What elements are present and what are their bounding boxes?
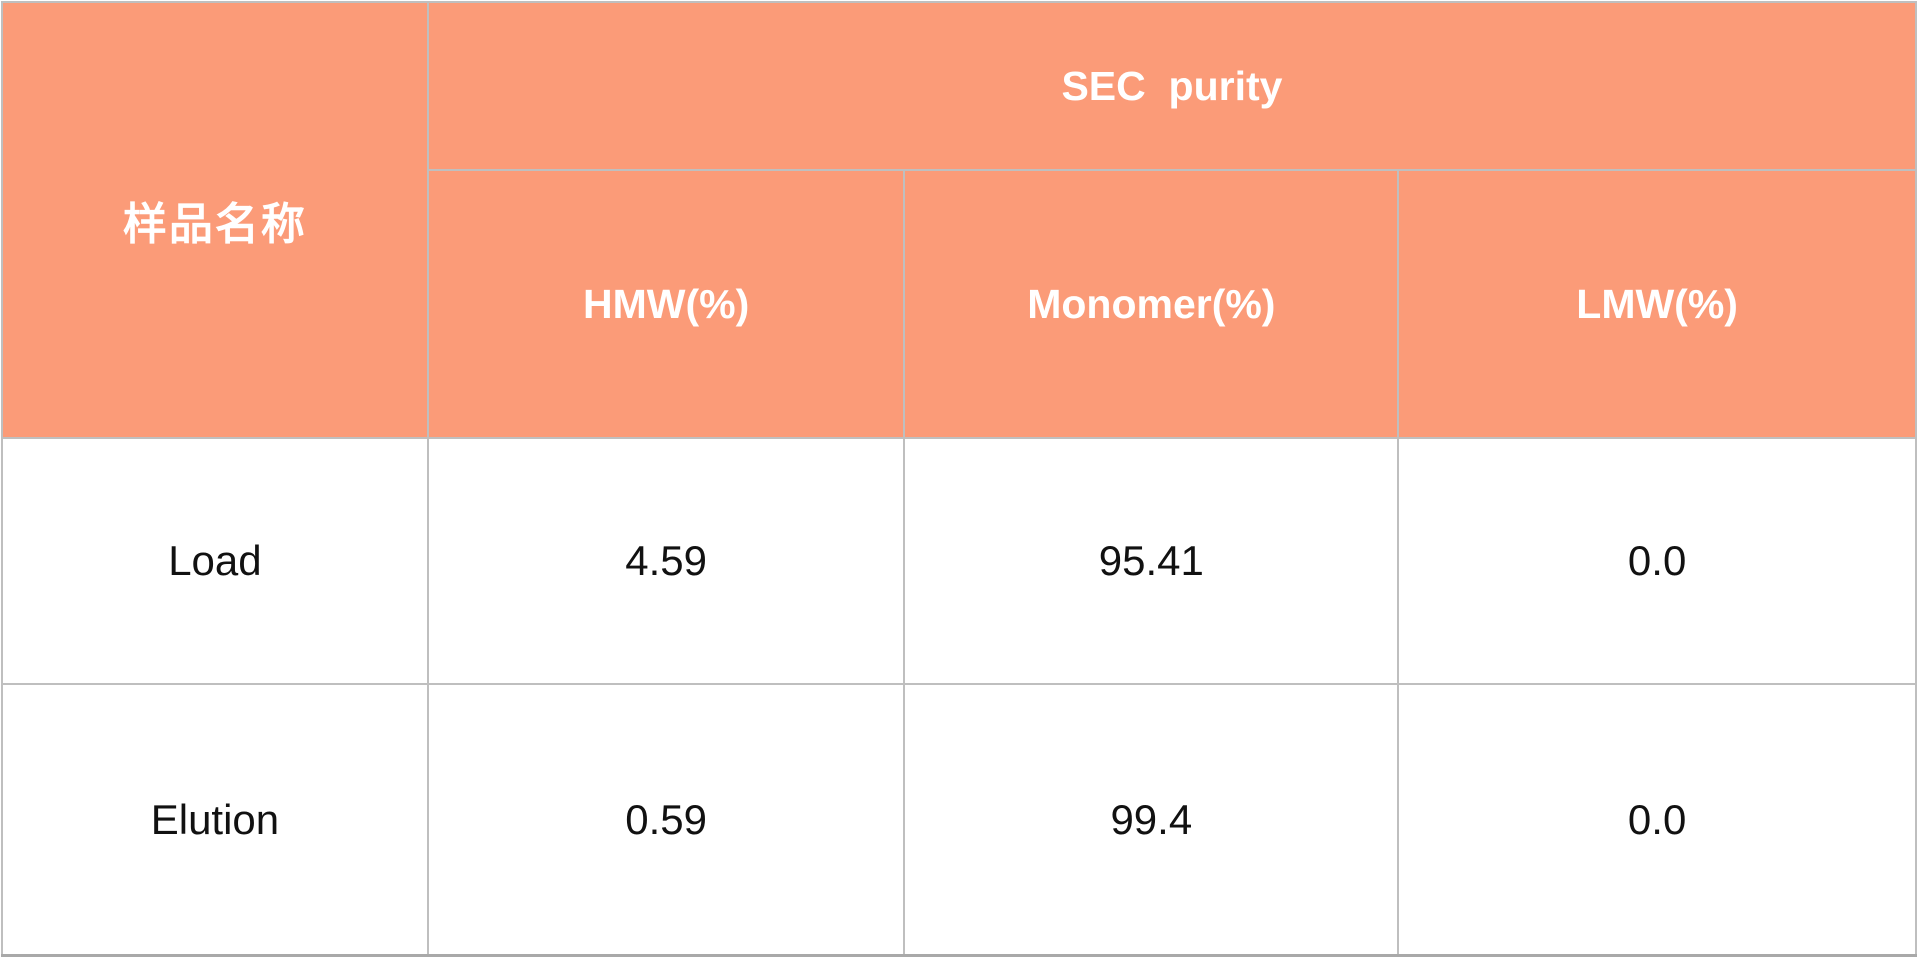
header-cell-hmw: HMW(%)	[426, 169, 906, 440]
header-cell-sec-purity-group: SEC purity	[426, 0, 1918, 172]
cell-load-lmw: 0.0	[1397, 437, 1917, 686]
cell-elution-hmw: 0.59	[426, 683, 906, 957]
cell-elution-lmw: 0.0	[1397, 683, 1917, 957]
cell-load-name: Load	[1, 437, 429, 686]
header-cell-sample-name: 样品名称	[1, 0, 429, 440]
header-row-group: 样品名称 SEC purity	[1, 0, 1918, 440]
header-cell-lmw: LMW(%)	[1397, 169, 1917, 440]
cell-load-hmw: 4.59	[426, 437, 906, 686]
header-row-columns: HMW(%) Monomer(%) LMW(%)	[2, 169, 1917, 440]
cell-elution-monomer: 99.4	[903, 683, 1400, 957]
cell-load-monomer: 95.41	[903, 437, 1400, 686]
table-row-load: Load 4.59 95.41 0.0	[1, 437, 1917, 686]
header-cell-monomer: Monomer(%)	[903, 169, 1400, 440]
cell-elution-name: Elution	[1, 683, 429, 957]
table-row-elution: Elution 0.59 99.4 0.0	[1, 683, 1917, 957]
